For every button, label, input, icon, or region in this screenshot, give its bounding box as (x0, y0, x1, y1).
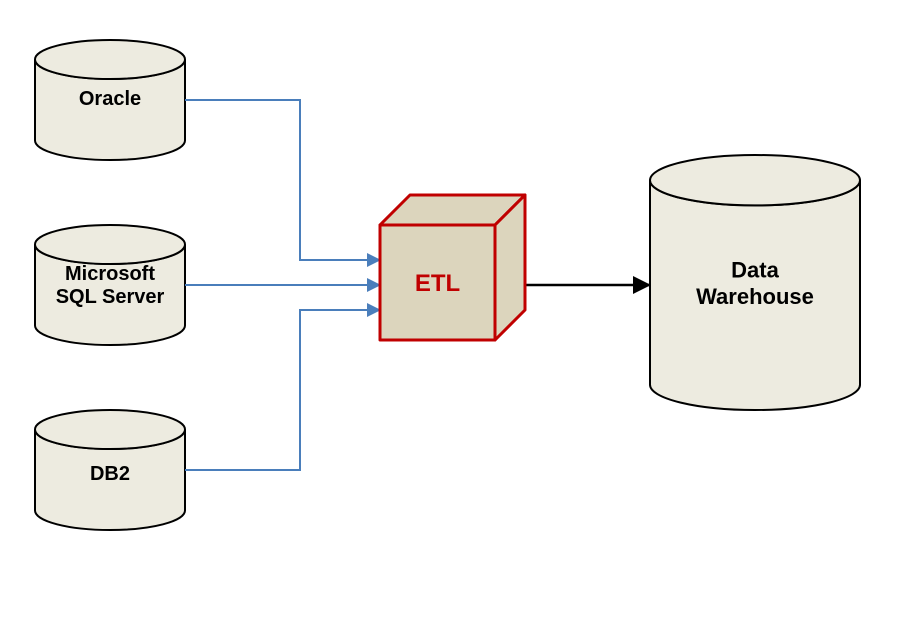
source-mssql-label: SQL Server (56, 286, 165, 308)
connector-db2 (185, 310, 380, 470)
etl-label: ETL (415, 270, 460, 297)
source-oracle-label: Oracle (79, 88, 141, 110)
source-mssql-label: Microsoft (65, 263, 155, 285)
data-warehouse: DataWarehouse (650, 155, 860, 410)
source-db2: DB2 (35, 410, 185, 530)
connector-oracle (185, 100, 380, 260)
source-mssql: MicrosoftSQL Server (35, 225, 185, 345)
source-oracle: Oracle (35, 40, 185, 160)
etl-diagram: Oracle MicrosoftSQL Server DB2 ETL DataWareh… (0, 0, 916, 627)
data-warehouse-label: Warehouse (696, 284, 814, 309)
data-warehouse-label: Data (731, 257, 779, 282)
source-db2-label: DB2 (90, 463, 130, 485)
etl-cube: ETL (380, 195, 525, 340)
